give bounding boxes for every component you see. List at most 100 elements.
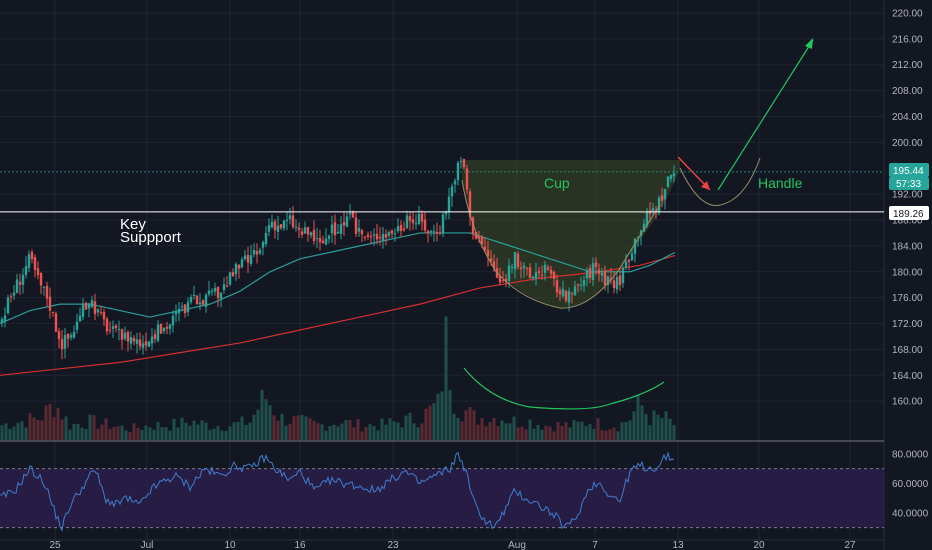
candle-body (315, 238, 319, 240)
candle-body (354, 217, 358, 234)
candle-body (240, 259, 244, 268)
candle-body (504, 278, 508, 282)
candle-body (471, 217, 475, 234)
volume-bar (548, 426, 552, 440)
candle-body (222, 284, 226, 291)
candle-body (132, 338, 136, 342)
volume-bar (628, 420, 632, 440)
support-price-badge: 189.26 (889, 206, 929, 220)
price-axis: 220.00 216.00 212.00 208.00 204.00 200.00 192.… (892, 8, 923, 407)
volume-bar (472, 410, 476, 440)
candle-body (6, 297, 10, 314)
price-tick-label: 192.00 (892, 190, 923, 201)
rsi-tick-label: 60.0000 (892, 479, 929, 490)
candle-body (15, 279, 19, 293)
volume-bar (240, 416, 244, 440)
volume-bar (312, 420, 316, 440)
moving-average-fast (0, 232, 676, 325)
volume-bar (324, 430, 328, 440)
volume-bar (376, 430, 380, 440)
volume-bar (396, 422, 400, 440)
volume-bar (456, 417, 460, 440)
volume-bar (608, 429, 612, 440)
key-support-label-line1: Key (120, 216, 146, 233)
candle-body (483, 246, 487, 250)
volume-bar (480, 418, 484, 440)
volume-trend (463, 367, 665, 410)
candle-body (153, 334, 157, 339)
candle-body (666, 176, 670, 188)
candle-body (234, 264, 238, 275)
volume-bar (40, 420, 44, 440)
volume-bar (72, 423, 76, 440)
price-tick-label: 160.00 (892, 397, 923, 408)
volume-bar (252, 414, 256, 440)
volume-bar (232, 422, 236, 440)
volume-bar (76, 424, 80, 440)
volume-bar (340, 423, 344, 440)
volume-trend-curve (463, 367, 665, 410)
price-tick-label: 164.00 (892, 371, 923, 382)
candle-body (30, 251, 34, 260)
candle-body (534, 272, 538, 279)
volume-bar (416, 427, 420, 440)
candle-body (657, 197, 661, 213)
candle-body (531, 276, 535, 279)
target-arrow-head (805, 38, 813, 49)
last-price-value: 195.44 (893, 166, 924, 177)
time-tick-label: Aug (508, 540, 526, 550)
volume-bar (160, 427, 164, 440)
candle-body (489, 258, 493, 262)
candle-body (384, 234, 388, 238)
volume-bar (632, 411, 636, 440)
candle-body (84, 302, 88, 310)
candle-body (411, 219, 415, 224)
volume-bar (156, 421, 160, 440)
candle-body (219, 292, 223, 299)
candle-body (273, 221, 277, 231)
reference-lines (0, 171, 884, 213)
candle-body (339, 224, 343, 234)
volume-bar (196, 424, 200, 440)
candle-body (552, 271, 556, 279)
candle-body (285, 219, 289, 221)
volume-bar (372, 426, 376, 440)
candle-body (423, 219, 427, 231)
volume-bars (0, 316, 676, 440)
candle-body (42, 286, 46, 288)
volume-bar (68, 429, 72, 440)
candle-body (48, 296, 52, 311)
candle-body (378, 237, 382, 239)
candle-body (615, 277, 619, 290)
volume-bar (204, 422, 208, 440)
candle-body (168, 324, 172, 329)
candle-body (252, 249, 256, 255)
candle-body (72, 332, 76, 338)
price-tick-label: 184.00 (892, 241, 923, 252)
candle-body (177, 308, 181, 314)
candle-body (156, 324, 160, 341)
volume-bar (520, 426, 524, 440)
candle-body (474, 232, 478, 239)
volume-bar (244, 425, 248, 440)
candle-body (651, 207, 655, 212)
volume-bar (488, 422, 492, 440)
volume-bar (316, 423, 320, 440)
time-tick-label: 20 (753, 540, 765, 550)
volume-bar (28, 413, 32, 440)
candle-body (381, 233, 385, 241)
volume-bar (588, 423, 592, 440)
volume-bar (652, 410, 656, 440)
candle-body (45, 285, 49, 299)
candle-body (510, 266, 514, 268)
price-tick-label: 204.00 (892, 112, 923, 123)
candle-body (216, 287, 220, 298)
volume-bar (176, 427, 180, 440)
price-tick-label: 168.00 (892, 345, 923, 356)
volume-bar (296, 415, 300, 440)
volume-bar (184, 422, 188, 440)
volume-bar (440, 391, 444, 440)
candle-body (420, 213, 424, 222)
time-tick-label: 27 (844, 540, 856, 550)
candle-body (597, 269, 601, 275)
